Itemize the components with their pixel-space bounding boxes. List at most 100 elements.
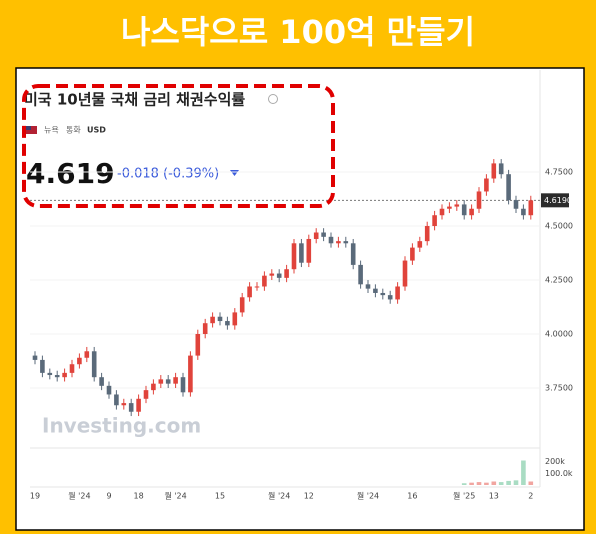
candle-body bbox=[291, 243, 297, 270]
volume-bar bbox=[469, 482, 474, 485]
y2-tick-label: 100.0k bbox=[545, 469, 573, 478]
currency: USD bbox=[87, 126, 106, 135]
candle-body bbox=[202, 323, 208, 334]
candle-body bbox=[165, 379, 171, 384]
candle-body bbox=[528, 200, 534, 216]
candle-body bbox=[513, 200, 519, 209]
x-tick-label: 월 '24 bbox=[68, 491, 90, 501]
y-tick-label: 4.2500 bbox=[545, 276, 573, 285]
candle-body bbox=[387, 295, 393, 300]
candle-body bbox=[188, 355, 193, 393]
candle-body bbox=[484, 178, 489, 192]
candle-body bbox=[210, 316, 215, 324]
candle-body bbox=[62, 372, 67, 378]
candle-body bbox=[217, 316, 223, 322]
x-tick-label: 15 bbox=[215, 492, 225, 501]
candle-body bbox=[195, 333, 201, 356]
candle-body bbox=[521, 208, 526, 216]
candle-body bbox=[328, 236, 334, 244]
candle-body bbox=[254, 286, 260, 288]
candle-body bbox=[439, 208, 445, 216]
candle-body bbox=[410, 247, 415, 261]
x-tick-label: 9 bbox=[106, 492, 111, 501]
candle-body bbox=[365, 284, 371, 289]
last-price-tag bbox=[541, 193, 569, 208]
candle-body bbox=[373, 288, 378, 293]
candle-body bbox=[299, 243, 304, 263]
candle-body bbox=[262, 275, 267, 287]
candle-body bbox=[350, 243, 356, 265]
volume-bar bbox=[506, 480, 511, 485]
chart-title: 미국 10년물 국채 금리 채권수익률 bbox=[24, 91, 245, 109]
candle-body bbox=[380, 292, 386, 296]
x-tick-label: 월 '24 bbox=[268, 491, 290, 501]
volume-bar bbox=[476, 482, 482, 485]
flag-canton bbox=[26, 126, 31, 130]
candle-body bbox=[284, 269, 289, 278]
candle-body bbox=[143, 390, 149, 399]
watermark: Investing.com bbox=[42, 414, 201, 438]
candle-body bbox=[128, 403, 134, 412]
candle-body bbox=[343, 241, 349, 244]
candle-body bbox=[417, 241, 423, 248]
candle-body bbox=[173, 377, 178, 384]
candle-body bbox=[106, 385, 112, 395]
price: 4.619 bbox=[26, 157, 115, 190]
volume-bar bbox=[521, 460, 526, 485]
candle-body bbox=[336, 241, 341, 244]
candle-body bbox=[54, 375, 60, 378]
down-arrow bbox=[230, 170, 239, 176]
x-tick-label: 19 bbox=[30, 492, 40, 501]
y-tick-label: 4.7500 bbox=[545, 168, 573, 177]
x-tick-label: 13 bbox=[489, 492, 499, 501]
volume-bar bbox=[484, 482, 489, 485]
candle-body bbox=[99, 377, 104, 386]
candle-body bbox=[498, 163, 504, 175]
candle-body bbox=[121, 403, 127, 406]
volume-bar bbox=[513, 480, 519, 485]
price-change: -0.018 (-0.39%) bbox=[117, 167, 219, 182]
y2-tick-label: 200k bbox=[545, 457, 565, 466]
x-tick-label: 2 bbox=[528, 492, 533, 501]
x-tick-label: 12 bbox=[304, 492, 314, 501]
candle-body bbox=[461, 204, 467, 216]
candle-body bbox=[395, 286, 400, 300]
candle-body bbox=[506, 174, 511, 201]
candle-body bbox=[321, 232, 326, 237]
candle-body bbox=[306, 238, 312, 263]
candle-body bbox=[91, 351, 97, 378]
highlight-box bbox=[22, 84, 335, 208]
candle-body bbox=[151, 383, 156, 391]
volume-bar bbox=[498, 482, 504, 485]
candle-body bbox=[77, 357, 82, 365]
candle-body bbox=[313, 232, 319, 239]
candle-body bbox=[232, 312, 238, 326]
candle-body bbox=[269, 273, 275, 276]
candle-body bbox=[225, 321, 230, 326]
candle-body bbox=[454, 204, 460, 207]
y-tick-label: 4.5000 bbox=[545, 222, 573, 231]
candle-body bbox=[136, 398, 141, 412]
x-tick-label: 월 '25 bbox=[453, 491, 475, 501]
info-icon bbox=[268, 94, 278, 104]
flag-icon bbox=[26, 126, 37, 134]
x-tick-label: 16 bbox=[407, 492, 417, 501]
candle-body bbox=[239, 297, 245, 313]
candle-body bbox=[40, 359, 45, 373]
candle-body bbox=[32, 355, 38, 360]
y-tick-label: 4.0000 bbox=[545, 329, 573, 338]
exchange: 뉴욕 bbox=[44, 126, 59, 135]
candle-body bbox=[432, 215, 437, 227]
candle-body bbox=[84, 351, 90, 358]
candle-body bbox=[491, 163, 497, 179]
x-tick-label: 월 '24 bbox=[164, 491, 186, 501]
volume-bar bbox=[528, 481, 534, 485]
chart-frame bbox=[15, 67, 585, 531]
candle-body bbox=[276, 273, 282, 278]
volume-bar bbox=[491, 481, 497, 485]
banner-title: 나스닥으로 100억 만들기 bbox=[121, 13, 475, 51]
candle-body bbox=[447, 206, 452, 209]
y-tick-label: 3.7500 bbox=[545, 383, 573, 392]
candle-body bbox=[402, 260, 408, 287]
